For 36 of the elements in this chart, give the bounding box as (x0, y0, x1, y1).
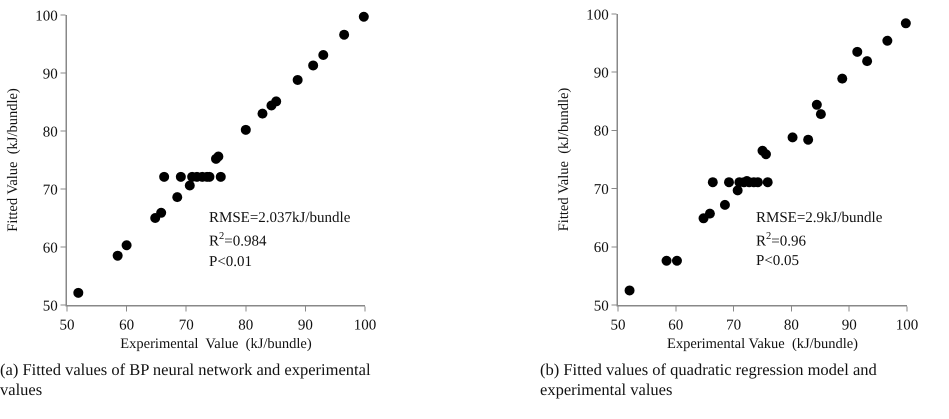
annotation: P<0.01 (209, 254, 252, 270)
annotation: RMSE=2.9kJ/bundle (756, 210, 883, 226)
annotation: R$^{2}$=0.984 (209, 231, 267, 250)
y-tick-label: 70 (594, 182, 609, 198)
y-tick-label: 60 (42, 240, 58, 256)
y-tick-label: 90 (594, 65, 609, 82)
x-tick-label: 50 (60, 317, 74, 334)
x-tick-label: 100 (354, 317, 376, 334)
x-tick-label: 70 (726, 317, 742, 334)
annotation: P<0.05 (756, 253, 800, 269)
y-tick-label: 80 (594, 124, 609, 140)
x-tick-label: 100 (896, 317, 918, 334)
x-tick-label: 50 (610, 317, 626, 334)
x-tick-label: 80 (784, 317, 799, 334)
y-tick-label: 90 (42, 66, 58, 82)
y-tick-label: 100 (35, 8, 58, 24)
annotation: R$^{2}$=0.96 (756, 231, 806, 250)
y-axis-title: Fitted Value (kJ/bundle) (556, 88, 572, 232)
y-tick-label: 100 (586, 7, 609, 24)
x-tick-label: 60 (668, 317, 684, 334)
y-tick-label: 50 (42, 298, 58, 314)
x-axis-title: Experimental Value (kJ/bundle) (120, 336, 312, 352)
x-tick-label: 80 (238, 317, 254, 334)
x-axis-title: Experimental Vakue (kJ/bundle) (667, 336, 858, 352)
x-tick-label: 60 (119, 317, 134, 334)
y-tick-label: 50 (594, 298, 609, 314)
x-tick-label: 90 (842, 317, 857, 334)
text: (b) Fitted values of quadratic regression model and experimental values (540, 360, 878, 400)
text: (a) Fitted values of BP neural network and experimental values (0, 360, 372, 400)
y-tick-label: 60 (594, 240, 609, 256)
y-tick-label: 80 (42, 124, 58, 140)
annotation: RMSE=2.037kJ/bundle (209, 210, 351, 226)
y-axis-title: Fitted Value (kJ/bundle) (4, 88, 21, 232)
x-tick-label: 90 (298, 317, 313, 334)
x-tick-label: 70 (178, 317, 194, 334)
y-tick-label: 70 (42, 182, 58, 198)
